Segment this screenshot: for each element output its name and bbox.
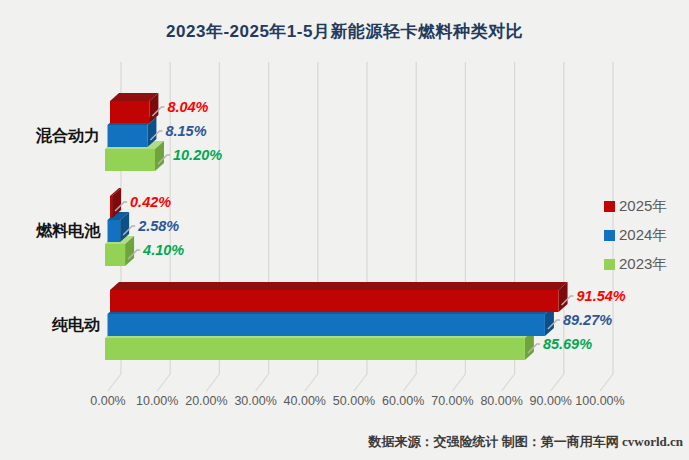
value-label: 89.27% (563, 312, 612, 328)
legend: 2025年 2024年 2023年 (604, 192, 688, 279)
legend-item: 2023年 (604, 250, 688, 279)
x-tick-label: 40.00% (284, 394, 326, 408)
value-label: 0.42% (130, 194, 171, 210)
x-tick-label: 10.00% (136, 394, 178, 408)
legend-label: 2025年 (619, 197, 667, 216)
bar (105, 244, 125, 266)
axis-floor-line (354, 374, 367, 391)
legend-item: 2025年 (604, 192, 688, 221)
x-tick-label: 100.00% (575, 394, 624, 408)
value-label: 4.10% (142, 242, 184, 258)
chart-canvas: 0.00% 10.00% 20.00% 30.00% 40.00% 50.00% 60.00… (0, 0, 689, 460)
chart-window: 2023年-2025年1-5月新能源轻卡燃料种类对比 0.00%10.00%20… (0, 0, 689, 460)
axis-floor-line (600, 374, 613, 391)
bar (108, 314, 545, 336)
axis-floor-line (157, 374, 170, 391)
x-tick-label: 70.00% (431, 394, 473, 408)
x-tick-label: 60.00% (382, 394, 424, 408)
value-label: 85.69% (543, 336, 592, 352)
legend-label: 2024年 (619, 226, 667, 245)
category-label: 混合动力 (35, 126, 100, 144)
category-label: 燃料电池 (35, 222, 101, 239)
legend-label: 2023年 (619, 255, 667, 274)
x-tick-label: 50.00% (333, 394, 375, 408)
x-tick-label: 20.00% (185, 394, 227, 408)
source-note: 数据来源：交强险统计 制图：第一商用车网 cvworld.cn (368, 433, 683, 451)
axis-floor-line (452, 374, 465, 391)
value-label: 10.20% (173, 147, 222, 163)
x-tick-label: 80.00% (480, 394, 522, 408)
bar (108, 125, 148, 147)
value-label: 2.58% (137, 218, 179, 234)
bar (105, 149, 155, 171)
value-label: 8.04% (167, 99, 208, 115)
x-tick-label: 90.00% (530, 394, 572, 408)
bar (105, 338, 525, 360)
bar-top-face (110, 282, 568, 290)
category-label: 纯电动 (51, 316, 100, 333)
x-tick-label: 0.00% (90, 394, 125, 408)
axis-floor-line (403, 374, 416, 391)
legend-swatch (604, 230, 615, 241)
value-label: 8.15% (165, 123, 206, 139)
bar (110, 196, 112, 218)
axis-floor-line (256, 374, 269, 391)
legend-swatch (604, 259, 615, 270)
bar (110, 101, 149, 123)
value-label: 91.54% (577, 288, 626, 304)
legend-item: 2024年 (604, 221, 688, 250)
axis-floor-line (502, 374, 515, 391)
axis-floor-line (206, 374, 219, 391)
bar (108, 220, 121, 242)
legend-swatch (604, 201, 615, 212)
axis-floor-line (108, 374, 121, 391)
axis-floor-line (551, 374, 564, 391)
x-tick-label: 30.00% (234, 394, 276, 408)
bar (110, 290, 559, 312)
axis-floor-line (305, 374, 318, 391)
